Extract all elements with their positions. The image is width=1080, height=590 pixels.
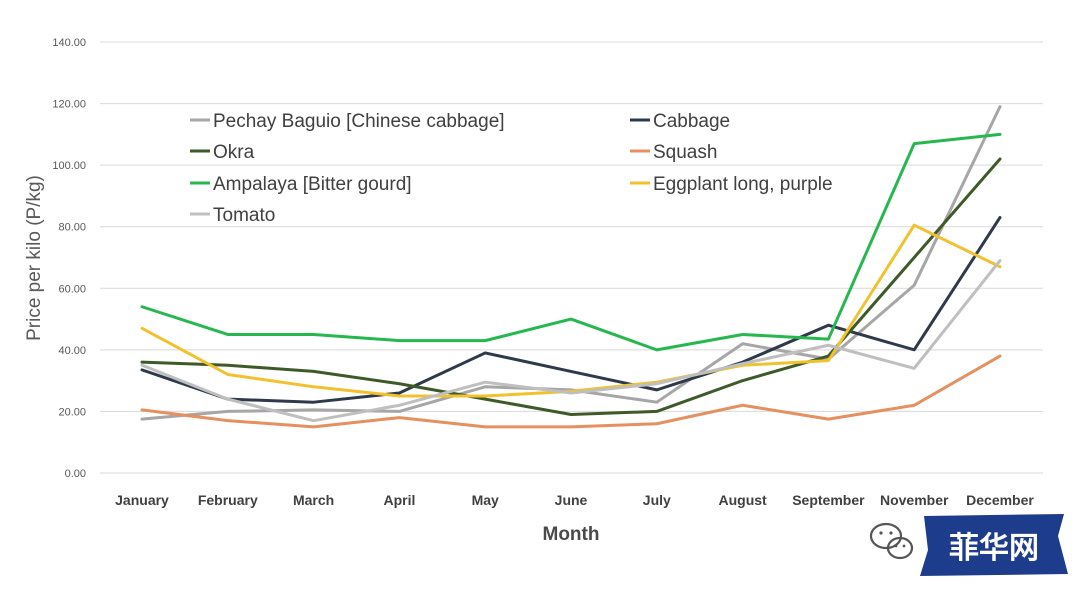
x-tick-label: April — [383, 492, 415, 508]
x-tick-label: March — [293, 492, 334, 508]
legend-label: Cabbage — [653, 111, 730, 132]
series-line — [140, 223, 1002, 398]
series-line — [140, 132, 1002, 352]
x-tick-label: November — [880, 492, 949, 508]
y-axis-title: Price per kilo (P/kg) — [24, 175, 45, 341]
series-line — [140, 215, 1002, 404]
brand-text: 菲华网 — [949, 531, 1039, 566]
x-tick-label: August — [718, 492, 767, 508]
y-tick-label: 140.00 — [52, 37, 86, 49]
y-tick-label: 60.00 — [58, 283, 86, 295]
x-tick-label: February — [198, 492, 258, 508]
y-tick-label: 100.00 — [52, 160, 86, 172]
series-line — [140, 259, 1002, 423]
x-axis-ticks: January February March April May June July Augu… — [115, 492, 1034, 508]
x-tick-label: July — [643, 492, 671, 508]
watermark: 菲华网 — [869, 514, 1068, 576]
y-tick-label: 0.00 — [65, 468, 86, 480]
series-line — [140, 157, 1002, 417]
legend-label: Pechay Baguio [Chinese cabbage] — [213, 111, 505, 132]
legend-label: Ampalaya [Bitter gourd] — [213, 174, 412, 195]
x-tick-label: May — [472, 492, 499, 508]
x-axis-title: Month — [543, 524, 600, 545]
y-tick-label: 80.00 — [58, 222, 86, 234]
x-tick-label: January — [115, 492, 169, 508]
x-tick-label: June — [555, 492, 588, 508]
legend-label: Okra — [213, 142, 255, 163]
legend-label: Eggplant long, purple — [653, 174, 833, 195]
y-tick-label: 120.00 — [52, 99, 86, 111]
y-tick-label: 20.00 — [58, 406, 86, 418]
y-tick-label: 40.00 — [58, 345, 86, 357]
y-axis-ticks: 0.00 20.00 40.00 60.00 80.00 100.00 120.00 140.… — [52, 37, 86, 480]
brand-badge — [920, 514, 1068, 576]
legend: Pechay Baguio [Chinese cabbage] Cabbage Ok… — [190, 111, 833, 226]
legend-label: Squash — [653, 142, 717, 163]
x-tick-label: September — [792, 492, 865, 508]
x-tick-label: December — [966, 492, 1034, 508]
series-line — [140, 354, 1002, 429]
series-lines — [140, 105, 1002, 429]
legend-label: Tomato — [213, 205, 275, 226]
wechat-icon — [869, 522, 914, 560]
